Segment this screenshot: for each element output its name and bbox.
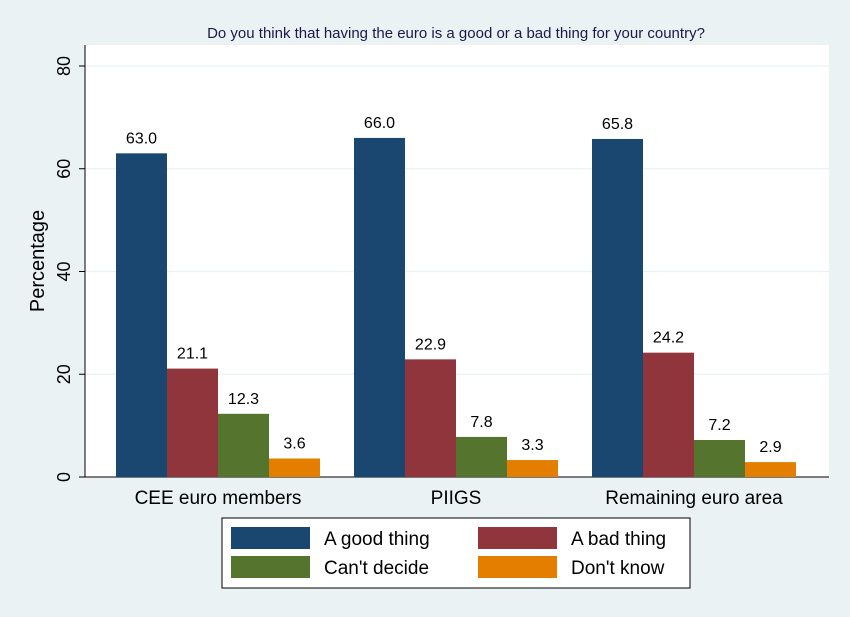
data-label: 7.2: [708, 417, 730, 434]
legend-label: A bad thing: [571, 529, 666, 550]
legend-swatch: [231, 556, 310, 578]
bar: [694, 440, 745, 477]
y-tick-label: 80: [54, 56, 74, 76]
y-tick-label: 40: [54, 261, 74, 281]
bar: [218, 413, 269, 477]
category-label: PIIGS: [431, 488, 482, 509]
bar: [592, 138, 643, 477]
y-axis-label: Percentage: [27, 210, 49, 312]
bar: [116, 153, 167, 477]
data-label: 7.8: [470, 414, 492, 431]
category-label: CEE euro members: [135, 488, 302, 509]
data-label: 2.9: [759, 439, 781, 456]
bar: [643, 352, 694, 477]
legend-label: A good thing: [324, 529, 430, 550]
category-labels: CEE euro members PIIGS Remaining euro area: [135, 488, 784, 509]
y-tick-label: 0: [54, 472, 74, 482]
bar: [354, 137, 405, 478]
data-label: 22.9: [415, 336, 446, 353]
bar: [269, 458, 320, 477]
data-label: 21.1: [177, 346, 208, 363]
y-axis-ticks: 0 20 40 60 80: [54, 56, 85, 482]
bars: 63.0 21.1 12.3 3.6 66.0 22.9 7.8 3.3 65.8 24.2 7.2…: [116, 115, 796, 478]
chart-title: Do you think that having the euro is a g…: [207, 25, 705, 42]
legend-swatch: [478, 527, 557, 549]
bar: [507, 460, 558, 477]
data-label: 12.3: [228, 391, 259, 408]
bar: [405, 359, 456, 477]
bar: [167, 368, 218, 477]
y-tick-label: 60: [54, 159, 74, 179]
data-label: 3.3: [521, 437, 543, 454]
data-label: 63.0: [126, 130, 157, 147]
legend: A good thing A bad thing Can't decide Don't…: [221, 517, 691, 589]
y-tick-label: 20: [54, 364, 74, 384]
bar: [456, 436, 507, 477]
legend-swatch: [478, 556, 557, 578]
legend-label: Can't decide: [324, 558, 429, 579]
legend-label: Don't know: [571, 558, 665, 579]
data-label: 65.8: [602, 116, 633, 133]
data-label: 66.0: [364, 115, 395, 132]
category-label: Remaining euro area: [605, 488, 783, 509]
data-label: 24.2: [653, 330, 684, 347]
bar: [745, 462, 796, 477]
legend-swatch: [231, 527, 310, 549]
data-label: 3.6: [283, 436, 305, 453]
